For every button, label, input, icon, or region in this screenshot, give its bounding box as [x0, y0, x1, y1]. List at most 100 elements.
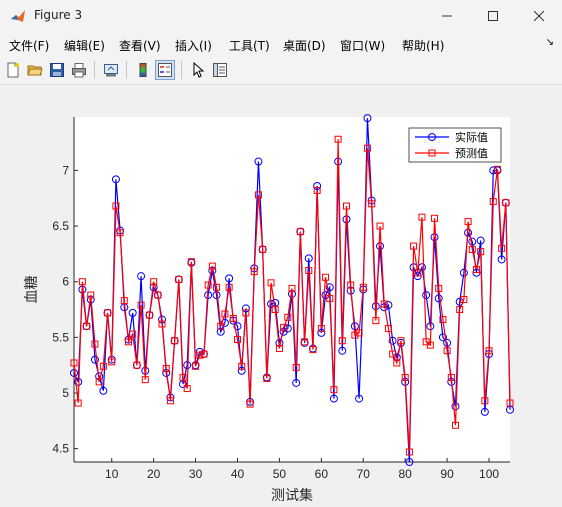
data-point: [217, 322, 225, 330]
data-point: [90, 355, 99, 364]
new-file-icon: [7, 62, 19, 78]
data-point: [493, 165, 501, 173]
data-point: [241, 304, 250, 313]
data-point: [414, 269, 422, 277]
y-tick-label: 5: [62, 386, 69, 400]
property-editor-button[interactable]: [210, 60, 230, 80]
data-point: [229, 314, 237, 322]
data-point: [468, 237, 477, 246]
data-point: [309, 346, 317, 354]
data-point: [111, 175, 120, 184]
data-point: [317, 324, 325, 332]
legend-box: [408, 127, 502, 163]
data-point: [145, 311, 153, 319]
data-point: [183, 385, 191, 393]
data-point: [296, 228, 304, 236]
window-title: Figure 3: [34, 8, 83, 22]
property-editor-icon: [213, 63, 227, 77]
save-icon: [50, 63, 64, 77]
toolbar-separator: [94, 61, 95, 79]
data-point: [489, 198, 497, 206]
x-tick-label: 60: [315, 467, 329, 481]
data-point: [133, 361, 141, 369]
data-point: [472, 265, 480, 273]
x-axis-label: 测试集: [271, 487, 313, 504]
y-tick-label: 6: [62, 275, 69, 289]
data-point: [477, 248, 485, 256]
data-point: [384, 324, 392, 332]
menu-tools[interactable]: 工具(T): [229, 39, 270, 53]
data-point: [431, 214, 439, 222]
menu-insert[interactable]: 插入(I): [175, 39, 212, 53]
data-point: [368, 200, 376, 208]
maximize-button[interactable]: [470, 0, 516, 32]
close-button[interactable]: [516, 0, 562, 32]
data-point: [99, 386, 108, 395]
data-point: [91, 340, 99, 348]
menu-view[interactable]: 查看(V): [119, 39, 161, 53]
menu-edit[interactable]: 编辑(E): [64, 39, 105, 53]
data-point: [363, 114, 372, 123]
data-point: [166, 397, 174, 405]
data-point: [95, 378, 103, 386]
print-icon: [72, 63, 86, 78]
menu-file[interactable]: 文件(F): [9, 39, 50, 53]
x-tick-label: 90: [440, 467, 454, 481]
data-point: [447, 373, 455, 381]
open-folder-icon: [27, 65, 43, 76]
data-point: [376, 222, 384, 230]
data-point: [246, 400, 254, 408]
data-point: [498, 244, 506, 252]
open-button[interactable]: [25, 60, 45, 80]
menu-overflow-icon[interactable]: ↘: [545, 37, 554, 48]
data-point: [70, 368, 78, 377]
data-point: [326, 294, 334, 302]
menu-bar: 文件(F) 编辑(E) 查看(V) 插入(I) 工具(T) 桌面(D) 窗口(W…: [0, 32, 562, 56]
data-point: [70, 359, 78, 367]
series-line: [73, 139, 511, 453]
data-point: [292, 378, 301, 387]
data-point: [187, 258, 195, 266]
data-point: [179, 373, 187, 381]
menu-window[interactable]: 窗口(W): [340, 39, 386, 53]
axes: 10 20 30 40 50 60 70 80 90 100 4.5 5 5.5 6 6.5 7: [52, 117, 510, 481]
minimize-button[interactable]: [424, 0, 470, 32]
print-button[interactable]: [69, 60, 89, 80]
data-point: [460, 296, 468, 304]
data-point: [313, 186, 321, 194]
save-button[interactable]: [47, 60, 67, 80]
data-point: [192, 362, 200, 370]
x-tick-label: 20: [147, 467, 161, 481]
data-point: [129, 330, 137, 338]
data-point: [434, 294, 443, 303]
data-point: [183, 361, 192, 370]
data-point: [485, 347, 493, 355]
export-button[interactable]: [101, 60, 121, 80]
y-tick-label: 7: [62, 163, 69, 177]
colorbar-button[interactable]: [133, 60, 153, 80]
menu-desktop[interactable]: 桌面(D): [283, 39, 326, 53]
data-point: [237, 366, 246, 375]
data-point: [397, 337, 405, 345]
data-point: [439, 316, 447, 324]
matlab-logo-icon: [11, 10, 25, 22]
data-point: [259, 245, 267, 253]
data-point: [443, 347, 451, 355]
data-point: [108, 358, 116, 366]
y-axis-label: 血糖: [24, 276, 40, 304]
data-point: [372, 317, 380, 325]
legend-button[interactable]: [155, 60, 175, 80]
data-point: [83, 322, 91, 330]
data-point: [405, 448, 413, 456]
data-point: [456, 306, 464, 314]
menu-help[interactable]: 帮助(H): [402, 39, 445, 53]
data-point: [376, 242, 385, 251]
data-point: [338, 337, 346, 345]
data-point: [334, 135, 342, 143]
new-file-button[interactable]: [3, 60, 23, 80]
pointer-button[interactable]: [188, 60, 208, 80]
data-point: [388, 336, 397, 345]
data-point: [292, 363, 300, 371]
data-point: [141, 376, 149, 384]
